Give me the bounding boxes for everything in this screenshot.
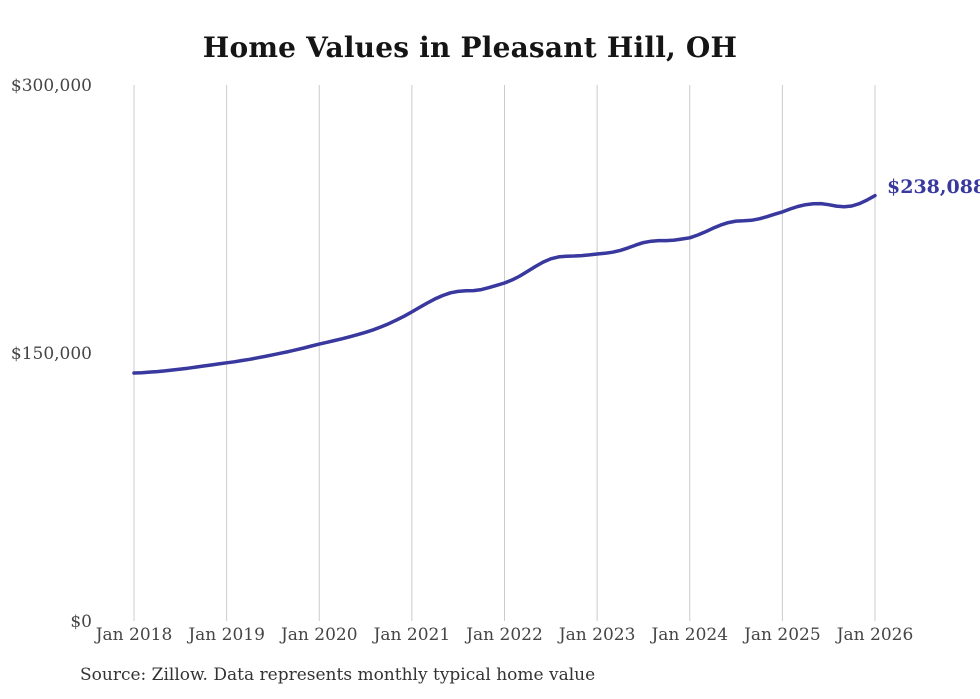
x-tick-label: Jan 2024 — [649, 625, 728, 645]
x-tick-label: Jan 2026 — [835, 625, 914, 645]
x-tick-label: Jan 2022 — [464, 625, 543, 645]
x-tick-label: Jan 2023 — [557, 625, 636, 645]
x-tick-label: Jan 2018 — [94, 625, 173, 645]
latest-value-label: $238,088 — [887, 176, 980, 198]
y-tick-label: $0 — [70, 612, 92, 632]
home-value-line — [132, 193, 877, 375]
x-tick-label: Jan 2025 — [742, 625, 821, 645]
x-tick-label: Jan 2021 — [372, 625, 451, 645]
y-tick-label: $300,000 — [11, 76, 92, 96]
x-tick-label: Jan 2019 — [186, 625, 265, 645]
source-note: Source: Zillow. Data represents monthly … — [80, 665, 596, 685]
y-tick-label: $150,000 — [11, 344, 92, 364]
chart-title: Home Values in Pleasant Hill, OH — [202, 31, 738, 64]
x-tick-label: Jan 2020 — [279, 625, 358, 645]
